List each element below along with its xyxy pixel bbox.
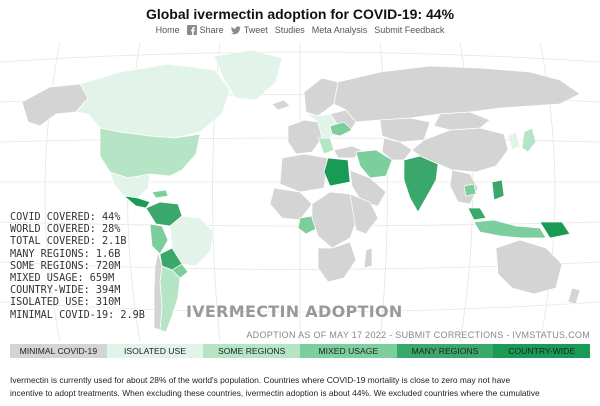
nav-submit-feedback-link[interactable]: Submit Feedback	[374, 25, 444, 35]
stat-some-regions: SOME REGIONS: 720M	[10, 261, 145, 273]
map-region-egypt	[324, 158, 350, 186]
stat-minimal-covid: MINIMAL COVID-19: 2.9B	[10, 310, 145, 322]
map-region-mongolia	[434, 112, 490, 130]
map-region-madagascar	[364, 248, 372, 268]
map-region-peru	[150, 224, 168, 254]
legend-mixed-usage: MIXED USAGE	[300, 344, 397, 358]
stat-covid-covered: COVID COVERED: 44%	[10, 212, 145, 224]
legend-country-wide: COUNTRY-WIDE	[493, 344, 590, 358]
map-heading: IVERMECTIN ADOPTION	[186, 302, 403, 321]
stat-mixed-usage: MIXED USAGE: 659M	[10, 273, 145, 285]
map-region-chile	[154, 252, 162, 330]
map-region-japan	[522, 128, 536, 152]
map-region-western-europe	[288, 120, 322, 154]
page-title: Global ivermectin adoption for COVID-19:…	[0, 6, 600, 22]
nav-home-link[interactable]: Home	[156, 25, 180, 35]
top-nav: Home Share Tweet Studies Meta Analysis S…	[0, 25, 600, 35]
nav-home-label: Home	[156, 25, 180, 35]
stat-world-covered: WORLD COVERED: 28%	[10, 224, 145, 236]
legend: MINIMAL COVID-19 ISOLATED USE SOME REGIO…	[10, 344, 590, 358]
map-region-australia	[496, 240, 562, 294]
map-region-scandinavia	[304, 78, 338, 116]
map-region-southern-africa	[318, 242, 356, 282]
map-region-new-zealand	[568, 288, 580, 304]
nav-share-link[interactable]: Share	[187, 25, 224, 35]
nav-share-label: Share	[200, 25, 224, 35]
map-region-caribbean	[152, 190, 168, 198]
legend-some-regions: SOME REGIONS	[203, 344, 300, 358]
map-region-indonesia	[474, 220, 546, 238]
map-region-argentina	[160, 266, 180, 332]
map-region-alaska	[22, 84, 88, 126]
nav-meta-analysis-label: Meta Analysis	[312, 25, 368, 35]
map-region-iceland	[272, 100, 290, 110]
description-line-2: incentive to adopt treatments. When excl…	[10, 387, 592, 400]
legend-many-regions: MANY REGIONS	[397, 344, 494, 358]
facebook-icon	[187, 25, 197, 35]
twitter-icon	[231, 25, 241, 35]
nav-submit-feedback-label: Submit Feedback	[374, 25, 444, 35]
description-line-1: Ivermectin is currently used for about 2…	[10, 374, 592, 387]
stat-total-covered: TOTAL COVERED: 2.1B	[10, 236, 145, 248]
legend-isolated-use: ISOLATED USE	[107, 344, 204, 358]
nav-tweet-link[interactable]: Tweet	[231, 25, 268, 35]
description-text: Ivermectin is currently used for about 2…	[10, 374, 592, 400]
map-region-west-africa	[270, 188, 312, 220]
stat-country-wide: COUNTRY-WIDE: 394M	[10, 285, 145, 297]
map-region-canada	[76, 64, 230, 138]
legend-minimal-covid: MINIMAL COVID-19	[10, 344, 107, 358]
nav-tweet-label: Tweet	[244, 25, 268, 35]
nav-meta-analysis-link[interactable]: Meta Analysis	[312, 25, 368, 35]
nav-studies-label: Studies	[275, 25, 305, 35]
map-region-north-africa	[280, 154, 328, 192]
map-region-philippines	[492, 180, 504, 200]
map-region-malaysia	[468, 208, 486, 220]
stat-many-regions: MANY REGIONS: 1.6B	[10, 249, 145, 261]
map-region-korea-japan	[508, 132, 520, 150]
nav-studies-link[interactable]: Studies	[275, 25, 305, 35]
map-region-balkans	[318, 138, 334, 154]
adoption-note-link[interactable]: ADOPTION AS OF MAY 17 2022 - SUBMIT CORR…	[246, 330, 590, 340]
stat-isolated-use: ISOLATED USE: 310M	[10, 297, 145, 309]
map-region-india	[404, 156, 438, 212]
coverage-stats: COVID COVERED: 44% WORLD COVERED: 28% TO…	[10, 212, 145, 322]
map-region-cambodia	[464, 184, 476, 196]
